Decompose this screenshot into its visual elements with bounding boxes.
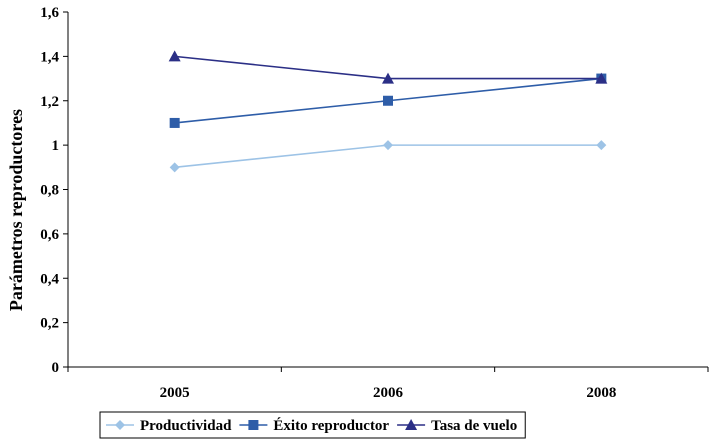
data-point-productividad bbox=[383, 140, 393, 151]
legend-label-productividad: Productividad bbox=[140, 418, 232, 434]
legend-box bbox=[99, 411, 526, 439]
legend-label-exito-reproductor: Éxito reproductor bbox=[273, 417, 389, 434]
y-tick-label: 1,2 bbox=[40, 94, 59, 110]
data-point-tasa-de-vuelo bbox=[168, 50, 181, 62]
y-tick-label: 0,2 bbox=[40, 316, 59, 332]
ticks: 0 0,2 0,4 0,6 0,8 1 1,2 1,4 1,6 2005 2006 2008 bbox=[40, 5, 709, 401]
data-point-productividad bbox=[169, 162, 180, 173]
legend-marker-productividad bbox=[115, 420, 125, 430]
legend-marker-tasa-de-vuelo bbox=[405, 419, 418, 430]
legend-marker-exito-reproductor bbox=[248, 420, 259, 430]
x-tick-label: 2008 bbox=[586, 385, 616, 401]
y-axis-title: Parámetros reproductores bbox=[6, 109, 26, 311]
data-point-exito-reproductor bbox=[169, 117, 180, 128]
data-point-exito-reproductor bbox=[383, 95, 393, 106]
y-tick-label: 1,4 bbox=[40, 49, 59, 65]
x-tick-label: 2005 bbox=[160, 385, 190, 401]
y-tick-label: 0,6 bbox=[40, 227, 59, 243]
y-tick-label: 0,8 bbox=[40, 183, 59, 199]
data-point-tasa-de-vuelo bbox=[382, 72, 394, 84]
x-tick-label: 2006 bbox=[373, 385, 404, 401]
data-point-tasa-de-vuelo bbox=[595, 72, 608, 84]
series-layer bbox=[168, 50, 608, 173]
data-point-productividad bbox=[596, 140, 607, 151]
y-tick-label: 0 bbox=[52, 360, 60, 376]
y-tick-label: 0,4 bbox=[40, 271, 59, 287]
legend: Productividad Éxito reproductor Tasa de vu… bbox=[99, 411, 526, 439]
axes bbox=[67, 12, 708, 368]
legend-label-tasa-de-vuelo: Tasa de vuelo bbox=[431, 418, 517, 434]
y-tick-label: 1 bbox=[52, 138, 60, 154]
y-tick-label: 1,6 bbox=[40, 5, 59, 21]
